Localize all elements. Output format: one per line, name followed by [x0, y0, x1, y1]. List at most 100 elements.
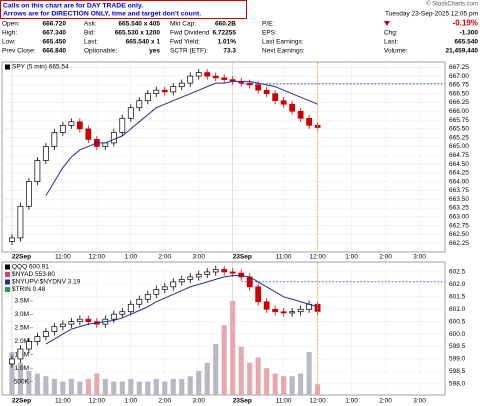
- quote-value: 6.72255: [213, 30, 237, 37]
- quote-value: 666.840: [43, 48, 67, 55]
- x-tick-label: 11:00: [55, 254, 71, 261]
- candle-body: [297, 308, 304, 313]
- legend-swatch: [5, 287, 10, 292]
- candle-body: [144, 293, 151, 300]
- volume-tick-label: 2.5M: [15, 325, 29, 332]
- candle-body: [204, 72, 211, 77]
- candle-body: [9, 237, 15, 242]
- note: Calls on this chart are for DAY TRADE on…: [3, 2, 143, 9]
- x-tick-label: 12:00: [309, 398, 326, 405]
- volume-bar: [34, 373, 40, 395]
- volume-bar: [153, 378, 159, 395]
- moving-average: [45, 80, 318, 196]
- volume-bar: [128, 378, 134, 395]
- legend-label: SPY (5 min) 665.54: [12, 64, 69, 71]
- candle-body: [255, 286, 262, 303]
- x-tick-label: 11:00: [276, 254, 292, 261]
- y-tick-label: 664.75: [449, 152, 469, 159]
- candle-body: [221, 77, 228, 80]
- plot-frame: [1, 61, 446, 253]
- y-tick-label: 662.75: [449, 222, 469, 229]
- volume-bar: [187, 376, 193, 395]
- y-tick-label: 663.75: [449, 187, 469, 194]
- volume-bar: [281, 376, 287, 395]
- candle-body: [68, 121, 75, 126]
- candle-body: [110, 313, 117, 320]
- candle-body: [136, 100, 143, 109]
- quote-label: P/E:: [262, 21, 274, 28]
- legend-swatch: [5, 272, 10, 277]
- candle-body: [34, 336, 41, 342]
- x-tick-label: 2:00: [158, 398, 171, 405]
- candle-body: [212, 75, 219, 79]
- volume-bar: [26, 370, 32, 395]
- candle-body: [212, 269, 219, 273]
- candle-body: [221, 269, 228, 273]
- legend-swatch: [5, 279, 10, 285]
- y-tick-label: 667.25: [449, 64, 469, 71]
- volume-bar: [204, 362, 210, 395]
- quote-label: Ask:: [84, 21, 97, 28]
- legend-swatch: [5, 64, 10, 70]
- timestamp: Tuesday 23-Sep-2025 12:05 pm: [385, 11, 478, 18]
- x-tick-label: 12:00: [89, 398, 106, 405]
- candle-body: [280, 100, 287, 105]
- candle-body: [161, 286, 168, 290]
- x-tick-label: 11:00: [55, 398, 71, 405]
- quote-label: Open:: [2, 21, 20, 28]
- quote-value: 1.01%: [218, 39, 237, 46]
- quote-label: Last Earnings:: [262, 39, 304, 46]
- y-tick-label: 600.0: [449, 331, 466, 338]
- candle-body: [85, 318, 92, 323]
- x-tick-label: 3:00: [192, 254, 205, 261]
- notes-box: [0, 0, 247, 19]
- candle-body: [76, 121, 83, 130]
- volume-bar: [94, 373, 100, 395]
- legend-label: $NYUPV:$NYDNV 3.19: [12, 279, 81, 286]
- quote-label: Bid:: [84, 30, 95, 37]
- legend-label: QQQ 600.91: [12, 264, 49, 271]
- legend-swatch: [5, 264, 10, 270]
- change-pct: -0.19%: [453, 19, 478, 28]
- y-tick-label: 601.0: [449, 306, 466, 313]
- y-tick-label: 602.0: [449, 281, 466, 288]
- candle-body: [127, 107, 134, 119]
- candle-body: [136, 298, 143, 305]
- volume-bar: [162, 381, 168, 395]
- volume-bar: [17, 362, 23, 395]
- quote-value: 665.540 x 405: [118, 21, 160, 28]
- candle-body: [144, 93, 151, 102]
- summary-label: Volume:: [384, 48, 408, 55]
- y-tick-label: 666.25: [449, 99, 469, 106]
- x-tick-label: 3:00: [413, 398, 426, 405]
- y-tick-label: 663.00: [449, 214, 469, 221]
- quote-value: 667.340: [43, 30, 67, 37]
- candle-body: [187, 276, 194, 280]
- quote-label: SCTR (ETF):: [170, 48, 208, 55]
- candle-body: [187, 75, 194, 84]
- y-tick-label: 601.5: [449, 294, 466, 301]
- x-tick-label: 23Sep: [233, 398, 252, 405]
- volume-bar: [119, 381, 125, 395]
- volume-bar: [221, 325, 227, 395]
- y-tick-label: 664.00: [449, 178, 469, 185]
- candle-body: [195, 72, 202, 77]
- candle-body: [25, 341, 32, 350]
- y-tick-label: 599.0: [449, 356, 466, 363]
- candle-body: [153, 288, 160, 295]
- legend-label: $NYAD 553.80: [12, 271, 55, 278]
- quote-label: EPS:: [262, 30, 277, 37]
- volume-bar: [213, 343, 219, 395]
- quote-value: 665.540 x 1: [126, 39, 161, 46]
- y-tick-label: 667.00: [449, 73, 469, 80]
- y-tick-label: 663.50: [449, 196, 469, 203]
- volume-bar: [85, 378, 91, 395]
- volume-tick-label: 3.0M: [15, 311, 29, 318]
- volume-bar: [272, 373, 278, 395]
- y-tick-label: 666.75: [449, 82, 469, 89]
- volume-bar: [111, 381, 117, 395]
- candle-body: [263, 89, 270, 95]
- y-tick-label: 662.25: [449, 240, 469, 247]
- volume-bar: [289, 376, 295, 395]
